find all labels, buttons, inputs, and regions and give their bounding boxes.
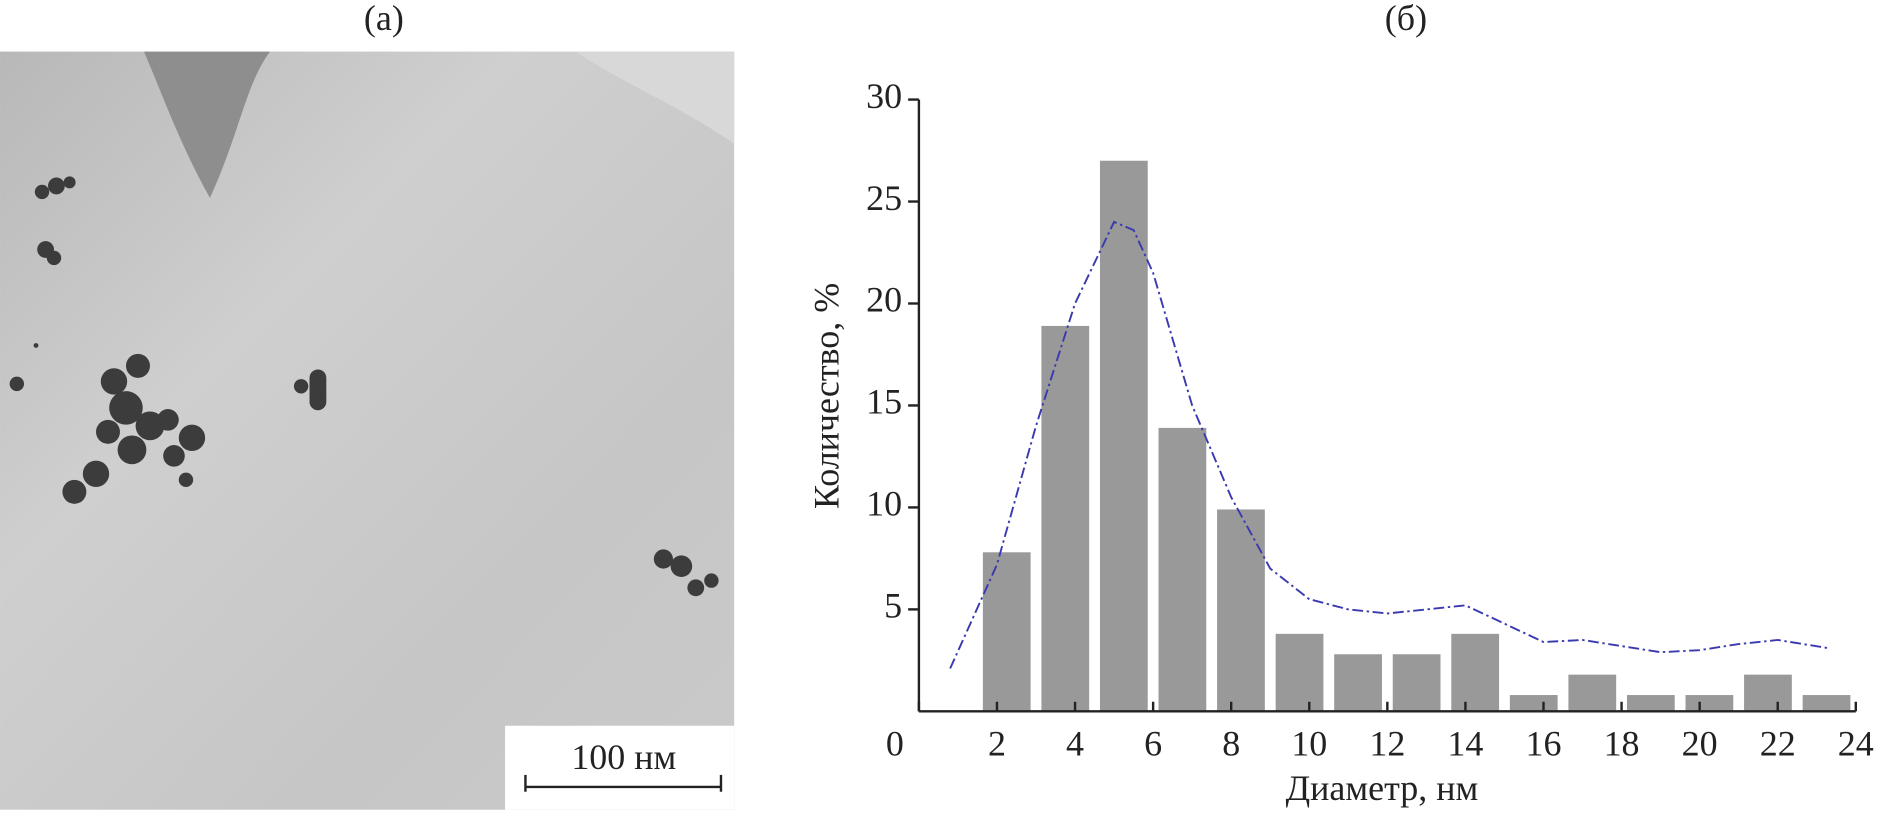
micrograph: [0, 51, 735, 810]
bar: [1158, 427, 1207, 712]
x-tick-label: 2: [988, 724, 1006, 764]
y-tick-label: 10: [866, 484, 902, 524]
bar: [1275, 633, 1324, 712]
bar: [982, 552, 1031, 712]
x-tick-label: 18: [1604, 724, 1640, 764]
x-tick-label: 6: [1144, 724, 1162, 764]
panel-label: (а): [364, 0, 404, 38]
scale-bar-label: 100 нм: [571, 737, 676, 777]
x-tick-label: 8: [1222, 724, 1240, 764]
x-tick-label: 0: [886, 724, 904, 764]
y-tick-label: 5: [884, 586, 902, 626]
bar: [1217, 509, 1265, 712]
y-tick-label: 15: [866, 382, 902, 422]
bar: [1685, 695, 1734, 712]
x-tick-label: 12: [1369, 724, 1405, 764]
y-tick-label: 25: [866, 178, 902, 218]
bar: [1451, 633, 1500, 712]
x-tick-label: 16: [1526, 724, 1562, 764]
bar: [1509, 695, 1558, 712]
panel-label: (б): [1385, 0, 1427, 38]
bar: [1392, 654, 1441, 712]
bar: [1568, 674, 1617, 712]
y-axis-label: Количество, %: [806, 283, 846, 509]
x-tick-label: 10: [1291, 724, 1327, 764]
x-tick-label: 4: [1066, 724, 1084, 764]
bar: [1744, 674, 1792, 712]
bar: [1334, 654, 1382, 712]
y-tick-label: 30: [866, 76, 902, 116]
bar: [1626, 695, 1675, 712]
fit-line: [949, 220, 1829, 669]
x-tick-label: 20: [1682, 724, 1718, 764]
x-tick-label: 22: [1760, 724, 1796, 764]
bar: [1099, 160, 1148, 712]
bar: [1041, 325, 1090, 712]
y-tick-label: 20: [866, 280, 902, 320]
x-axis-label: Диаметр, нм: [1286, 768, 1479, 808]
x-tick-label: 24: [1838, 724, 1874, 764]
x-tick-label: 14: [1447, 724, 1483, 764]
bar: [1802, 695, 1851, 712]
